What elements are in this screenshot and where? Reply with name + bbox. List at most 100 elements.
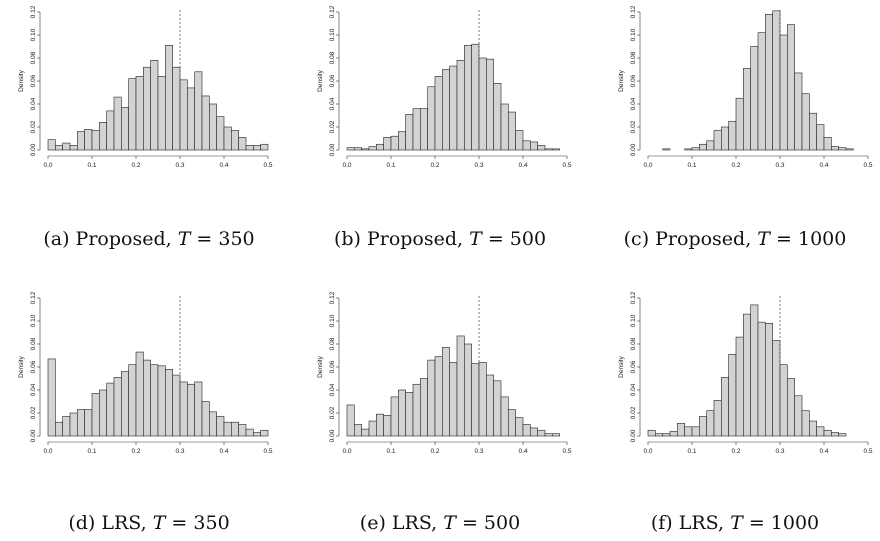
- histogram-d-bar: [69, 412, 78, 437]
- histogram-a-y-tick-label: 0.06: [30, 74, 37, 87]
- histogram-b-bar: [420, 108, 428, 151]
- caption-b-value: = 500: [481, 228, 547, 250]
- histogram-f-bar: [787, 378, 795, 437]
- histogram-c-bar: [735, 97, 744, 151]
- histogram-c-y-tick-label: 0.10: [630, 28, 637, 41]
- histogram-panel-c: 0.0 0.1 0.2 0.3 0.4 0.5 0.00 0.02 0.04 0.06 0.08 0.…: [618, 5, 873, 169]
- histogram-b-y-tick-label: 0.02: [329, 120, 336, 133]
- histogram-e-y-tick-label: 0.04: [329, 383, 336, 396]
- histogram-d-x-tick-label: 0.3: [175, 448, 184, 455]
- histogram-b-y-tick-label: 0.00: [329, 143, 336, 156]
- histogram-e-bar: [376, 413, 384, 437]
- histogram-c-x-tick-label: 0.4: [819, 162, 828, 169]
- histogram-e-bar: [368, 420, 377, 437]
- histogram-d-bar: [201, 401, 210, 437]
- histogram-a-bar: [150, 59, 159, 151]
- histogram-e-bar: [434, 356, 443, 437]
- histogram-c-x-tick-label: 0.3: [775, 162, 784, 169]
- histogram-d-x-tick-label: 0.5: [263, 448, 272, 455]
- histogram-f-x-tick-label: 0.5: [863, 448, 872, 455]
- histogram-e-bar: [361, 428, 370, 437]
- histogram-e-bar: [442, 347, 450, 437]
- histogram-e-bar: [456, 335, 465, 437]
- histogram-d-bar: [143, 359, 151, 437]
- histogram-c-bar: [809, 112, 817, 151]
- histogram-b-bar: [471, 43, 480, 151]
- histogram-a-bar: [128, 78, 137, 151]
- caption-a-value: = 350: [190, 228, 255, 250]
- histogram-f-bar: [655, 433, 663, 437]
- histogram-f-bar: [794, 395, 803, 437]
- histogram-d-bar: [157, 365, 166, 437]
- histogram-c-bar: [794, 72, 803, 151]
- histogram-b-bar: [552, 148, 560, 151]
- histogram-b-x-tick-label: 0.4: [518, 162, 527, 169]
- histogram-c-bar: [662, 148, 671, 151]
- histogram-d-y-label: Density: [18, 355, 25, 377]
- histogram-f-bar: [735, 336, 744, 437]
- histogram-f-x-tick-label: 0.2: [731, 448, 740, 455]
- histogram-f-bar: [809, 420, 817, 437]
- histogram-a-y-tick-label: 0.08: [30, 51, 37, 64]
- histogram-a-bar: [62, 142, 71, 151]
- histogram-e-bar: [405, 392, 414, 437]
- histogram-d-bar: [62, 416, 71, 437]
- histogram-c-x-tick-label: 0.5: [863, 162, 872, 169]
- histogram-d-bar: [238, 424, 247, 437]
- histogram-c-bar: [779, 34, 788, 151]
- caption-e-var: T: [443, 512, 456, 534]
- histogram-d-bar: [253, 432, 261, 437]
- histogram-f-bar: [662, 433, 671, 437]
- histogram-d-bar: [77, 409, 85, 437]
- histogram-e-bar: [420, 378, 428, 437]
- histogram-a-bar: [121, 107, 129, 151]
- histogram-b-bar: [442, 69, 450, 151]
- histogram-b-x-tick-label: 0.5: [562, 162, 571, 169]
- histogram-b-bar: [398, 131, 406, 151]
- histogram-d-x-tick-label: 0.4: [219, 448, 228, 455]
- histogram-e-x-tick-label: 0.3: [474, 448, 483, 455]
- histogram-panel-e: 0.0 0.1 0.2 0.3 0.4 0.5 0.00 0.02 0.04 0.06 0.08 0.…: [317, 291, 572, 455]
- histogram-f-y-tick-label: 0.06: [630, 360, 637, 373]
- histogram-a-x-tick-label: 0.0: [43, 162, 52, 169]
- histogram-c-bar: [750, 46, 759, 151]
- histogram-d-bar: [84, 409, 93, 437]
- histogram-b-bar: [478, 57, 487, 151]
- caption-f-prefix: (f) LRS,: [650, 512, 731, 534]
- histogram-panel-d: 0.0 0.1 0.2 0.3 0.4 0.5 0.00 0.02 0.04 0.06 0.08 0.…: [18, 291, 273, 455]
- histogram-f-y-label: Density: [618, 355, 625, 377]
- histogram-b-bar: [368, 146, 377, 151]
- histogram-c-y-tick-label: 0.02: [630, 120, 637, 133]
- caption-a-var: T: [177, 228, 191, 250]
- histogram-c-y-tick-label: 0.08: [630, 51, 637, 64]
- histogram-e-bar: [552, 433, 560, 437]
- histogram-a-bar: [187, 87, 195, 151]
- histogram-e-y-tick-label: 0.06: [329, 360, 336, 373]
- histogram-b-bar: [361, 148, 370, 151]
- histogram-c-x-tick-label: 0.2: [731, 162, 740, 169]
- histogram-d-bar: [106, 382, 115, 437]
- histogram-f-bar: [713, 400, 722, 437]
- histogram-c-y-label: Density: [618, 69, 625, 91]
- histogram-b-bar: [390, 135, 399, 151]
- histogram-f-bar: [706, 410, 715, 437]
- caption-e: (e) LRS, T = 500: [295, 512, 585, 534]
- histogram-e-x-tick-label: 0.1: [386, 448, 395, 455]
- histogram-d-bar: [150, 364, 159, 437]
- histogram-a-bar: [201, 95, 210, 151]
- histogram-e-bar: [478, 362, 487, 437]
- histogram-d-x-tick-label: 0.2: [131, 448, 140, 455]
- histogram-e-y-tick-label: 0.08: [329, 337, 336, 350]
- histogram-e-y-tick-label: 0.10: [329, 314, 336, 327]
- histogram-f-bar: [779, 364, 788, 437]
- histogram-d-bar: [245, 428, 254, 437]
- histogram-e-y-tick-label: 0.00: [329, 429, 336, 442]
- histogram-b-bar: [405, 114, 414, 151]
- histogram-c-bar: [728, 120, 737, 151]
- histogram-f-bar: [838, 433, 847, 437]
- histogram-b-bar: [515, 130, 524, 151]
- histogram-a-bar: [179, 79, 188, 151]
- histogram-d-bar: [128, 364, 137, 437]
- histogram-b-bar: [376, 143, 384, 151]
